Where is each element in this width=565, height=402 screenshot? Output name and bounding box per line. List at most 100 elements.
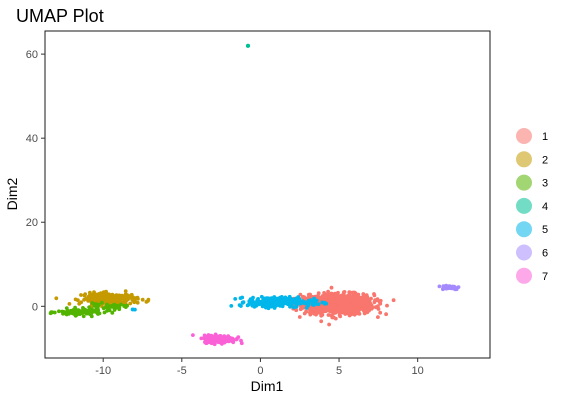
point-cluster-1 <box>364 293 369 297</box>
point-cluster-1 <box>329 299 334 303</box>
point-cluster-3 <box>87 305 91 310</box>
point-cluster-5 <box>279 301 284 305</box>
point-cluster-3 <box>105 305 110 310</box>
legend-label-3: 3 <box>542 178 548 190</box>
point-cluster-3 <box>81 314 86 319</box>
point-cluster-6 <box>452 285 457 290</box>
point-cluster-7 <box>235 336 239 341</box>
point-cluster-1 <box>356 299 361 304</box>
point-cluster-3 <box>110 311 115 315</box>
plot-title: UMAP Plot <box>16 6 104 26</box>
point-cluster-5 <box>266 306 271 311</box>
point-cluster-1 <box>337 310 342 315</box>
y-tick-label: 20 <box>26 217 38 229</box>
point-cluster-1 <box>369 296 373 301</box>
point-cluster-2 <box>86 297 91 302</box>
point-cluster-2 <box>140 297 145 302</box>
point-cluster-2 <box>73 297 78 302</box>
point-cluster-3 <box>97 311 102 316</box>
point-cluster-5 <box>288 299 293 304</box>
point-cluster-6 <box>441 286 445 291</box>
point-cluster-1 <box>372 292 376 296</box>
point-cluster-5 <box>263 297 268 302</box>
y-tick-label: 60 <box>26 49 38 61</box>
point-cluster-3 <box>96 303 101 308</box>
point-cluster-1 <box>351 310 356 315</box>
point-cluster-1 <box>372 300 377 305</box>
point-cluster-1 <box>354 303 359 308</box>
point-cluster-5 <box>280 304 285 309</box>
point-cluster-3 <box>69 309 74 313</box>
point-cluster-5 <box>316 302 321 307</box>
point-cluster-1 <box>343 296 347 301</box>
point-cluster-2 <box>122 296 126 301</box>
legend-label-7: 7 <box>542 271 548 283</box>
point-cluster-2 <box>126 296 131 300</box>
legend-label-2: 2 <box>542 154 548 166</box>
point-cluster-5 <box>240 300 245 305</box>
point-cluster-1 <box>298 292 303 297</box>
point-cluster-1 <box>328 294 332 299</box>
point-cluster-1 <box>378 300 382 305</box>
point-cluster-1 <box>355 311 360 316</box>
point-cluster-1 <box>309 310 313 315</box>
point-cluster-2 <box>91 294 96 299</box>
point-cluster-3 <box>125 303 129 308</box>
point-cluster-5 <box>247 299 252 304</box>
point-cluster-5 <box>250 298 255 303</box>
legend-key-7 <box>516 267 532 284</box>
point-cluster-1 <box>326 289 330 294</box>
point-cluster-7 <box>206 336 211 341</box>
point-cluster-1 <box>362 307 366 312</box>
point-cluster-1 <box>370 305 375 310</box>
point-cluster-6 <box>446 286 451 291</box>
series-6 <box>437 283 461 292</box>
point-cluster-7 <box>225 337 229 342</box>
point-cluster-7 <box>211 341 216 345</box>
point-cluster-5 <box>271 296 276 300</box>
legend-key-4 <box>516 197 532 214</box>
point-cluster-5 <box>283 295 288 300</box>
point-cluster-1 <box>333 303 338 308</box>
point-cluster-3 <box>61 311 65 316</box>
point-cluster-7 <box>212 335 217 340</box>
point-cluster-5 <box>260 299 265 303</box>
point-cluster-5 <box>284 301 288 305</box>
point-cluster-1 <box>329 313 333 318</box>
panel-border <box>44 30 491 359</box>
point-cluster-3 <box>52 310 57 315</box>
point-cluster-7 <box>221 338 226 342</box>
point-cluster-1 <box>327 322 331 327</box>
point-cluster-1 <box>347 306 352 310</box>
point-cluster-1 <box>360 303 364 308</box>
point-cluster-1 <box>299 306 303 311</box>
point-cluster-2 <box>104 295 109 299</box>
point-cluster-3 <box>57 309 61 314</box>
point-cluster-1 <box>316 291 321 296</box>
point-cluster-2 <box>128 293 133 298</box>
point-cluster-1 <box>342 290 347 294</box>
point-cluster-5 <box>271 302 276 306</box>
point-cluster-1 <box>338 314 343 319</box>
y-tick-label: 0 <box>32 301 38 313</box>
point-cluster-7 <box>215 337 220 342</box>
point-cluster-5 <box>233 297 238 301</box>
point-cluster-5 <box>310 299 315 303</box>
point-cluster-7 <box>206 333 211 337</box>
point-cluster-5 <box>296 301 300 306</box>
x-tick-label: 5 <box>336 365 342 377</box>
point-cluster-7 <box>239 338 243 343</box>
point-cluster-1 <box>361 299 365 303</box>
point-cluster-3 <box>49 310 54 314</box>
point-cluster-1 <box>346 300 351 305</box>
point-cluster-5 <box>252 301 257 305</box>
point-cluster-5 <box>245 303 250 308</box>
point-cluster-6 <box>456 285 461 289</box>
point-cluster-2 <box>135 300 140 305</box>
series-4 <box>246 43 251 48</box>
point-cluster-2 <box>131 298 135 303</box>
point-cluster-3 <box>100 300 104 305</box>
point-cluster-7 <box>217 334 222 339</box>
point-cluster-3 <box>79 311 84 315</box>
point-cluster-1 <box>304 309 308 314</box>
